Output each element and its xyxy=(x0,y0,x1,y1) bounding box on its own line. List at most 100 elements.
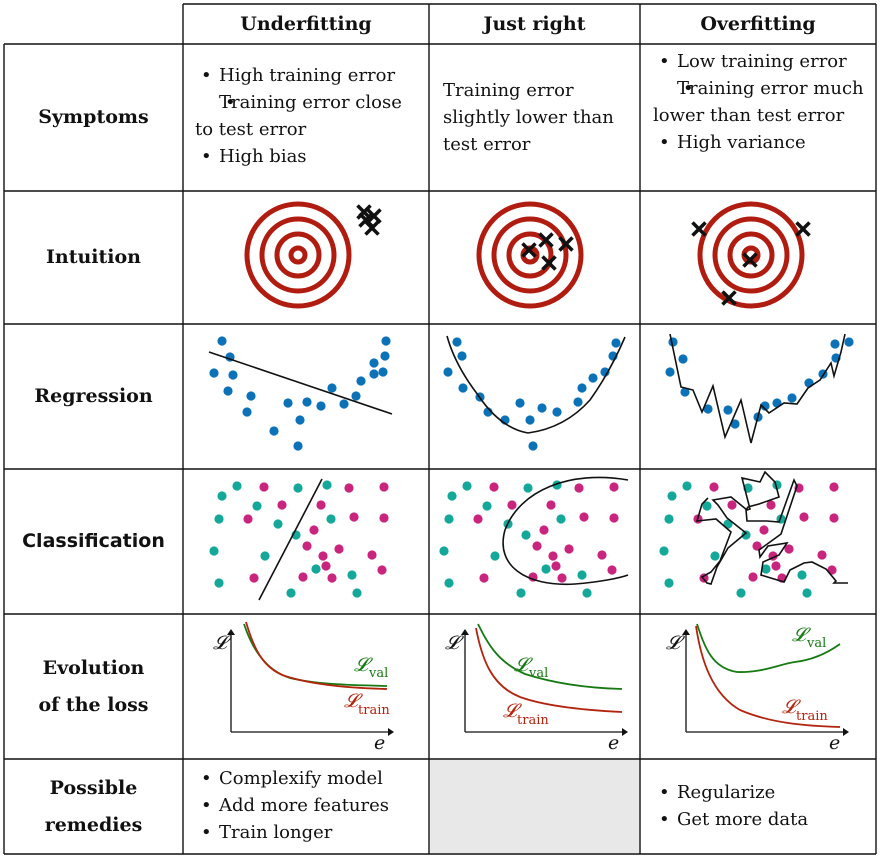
classification-point xyxy=(352,588,362,598)
classification-point xyxy=(557,573,567,583)
hit-cross xyxy=(356,204,372,220)
loss-val-subscript: val xyxy=(806,636,826,651)
classification-point xyxy=(766,500,776,510)
classification-point xyxy=(709,482,719,492)
loss-y-label: 𝓛 xyxy=(666,632,685,654)
classification-point xyxy=(349,512,359,522)
classification-point xyxy=(541,564,551,574)
regression-point xyxy=(356,376,366,386)
hit-cross xyxy=(521,242,537,258)
loss-axis-arrows xyxy=(227,629,849,736)
row-label-remedies: Possible remedies xyxy=(4,759,183,854)
classification-point xyxy=(327,573,337,583)
classification-point xyxy=(759,525,769,535)
classification-point xyxy=(597,550,607,560)
remedy-item: Regularize xyxy=(653,779,873,806)
target-overfitting xyxy=(697,201,805,309)
classification-point xyxy=(784,544,794,554)
header-overfitting: Overfitting xyxy=(700,13,816,35)
regression-point xyxy=(458,383,468,393)
classification-point xyxy=(473,514,483,524)
classification-point xyxy=(727,500,737,510)
regression-point xyxy=(443,367,453,377)
regression-point xyxy=(760,401,770,411)
loss-train-subscript: train xyxy=(358,703,390,718)
classification-point xyxy=(321,561,331,571)
loss-y-label: 𝓛 xyxy=(213,632,232,654)
classification-point xyxy=(316,500,326,510)
loss-train-subscript: train xyxy=(796,709,828,724)
regression-point xyxy=(246,391,256,401)
classification-point xyxy=(490,551,500,561)
loss-x-label: e xyxy=(374,732,385,754)
regression-point xyxy=(283,398,293,408)
loss-underfit-train xyxy=(245,621,388,690)
loss-just-right-train xyxy=(475,627,623,713)
regression-point xyxy=(378,367,388,377)
regression-point xyxy=(339,399,349,409)
classification-point xyxy=(444,514,454,524)
classification-point xyxy=(771,561,781,571)
regression-point xyxy=(228,370,238,380)
classification-point xyxy=(609,482,619,492)
symptom-item: Training error much lower than test erro… xyxy=(653,75,873,129)
classification-point xyxy=(556,514,566,524)
loss-val-subscript: val xyxy=(528,666,548,681)
classification-point xyxy=(664,514,674,524)
classification-point xyxy=(334,544,344,554)
symptom-item: High bias xyxy=(195,143,425,170)
classification-point xyxy=(311,564,321,574)
target-hits xyxy=(356,204,811,306)
classification-point xyxy=(797,570,807,580)
classification-point xyxy=(736,588,746,598)
regression-point xyxy=(844,337,854,347)
classification-point xyxy=(802,588,812,598)
remedy-item: Complexify model xyxy=(195,765,425,792)
classification-point xyxy=(799,512,809,522)
classification-underfit-boundary xyxy=(258,478,323,601)
classification-point xyxy=(347,570,357,580)
classification-point xyxy=(252,501,262,511)
regression-point xyxy=(703,404,713,414)
hit-cross xyxy=(691,221,707,237)
regression-point xyxy=(316,401,326,411)
classification-point xyxy=(318,551,328,561)
loss-y-label: 𝓛 xyxy=(445,632,464,654)
regression-point xyxy=(302,397,312,407)
hit-cross xyxy=(358,212,374,228)
classification-point xyxy=(523,483,533,493)
regression-point xyxy=(452,337,462,347)
target-underfitting xyxy=(244,201,352,309)
classification-point xyxy=(277,500,287,510)
classification-point xyxy=(507,500,517,510)
row-label-symptoms: Symptoms xyxy=(38,106,149,128)
classification-point xyxy=(516,588,526,598)
classification-point xyxy=(664,578,674,588)
classification-point xyxy=(539,525,549,535)
symptom-item: High variance xyxy=(653,129,873,156)
classification-point xyxy=(379,482,389,492)
classification-point xyxy=(723,519,733,529)
classification-point xyxy=(574,483,584,493)
loss-axes xyxy=(230,635,843,733)
classification-point xyxy=(607,565,617,575)
regression-point xyxy=(528,441,538,451)
classification-point xyxy=(462,481,472,491)
remedies-just-right-empty xyxy=(430,760,639,853)
classification-point xyxy=(298,572,308,582)
target-just-right xyxy=(476,201,584,309)
loss-x-label: e xyxy=(829,732,840,754)
classification-point xyxy=(489,482,499,492)
hit-cross xyxy=(538,232,554,248)
remedy-item: Add more features xyxy=(195,792,425,819)
symptoms-just-right: Training error slightly lower than test … xyxy=(443,80,614,155)
regression-point xyxy=(223,386,233,396)
regression-point xyxy=(351,391,361,401)
classification-point xyxy=(214,514,224,524)
classification-point xyxy=(217,491,227,501)
classification-point xyxy=(479,573,489,583)
row-label-intuition: Intuition xyxy=(46,246,141,268)
hit-cross xyxy=(721,290,737,306)
regression-point xyxy=(830,339,840,349)
